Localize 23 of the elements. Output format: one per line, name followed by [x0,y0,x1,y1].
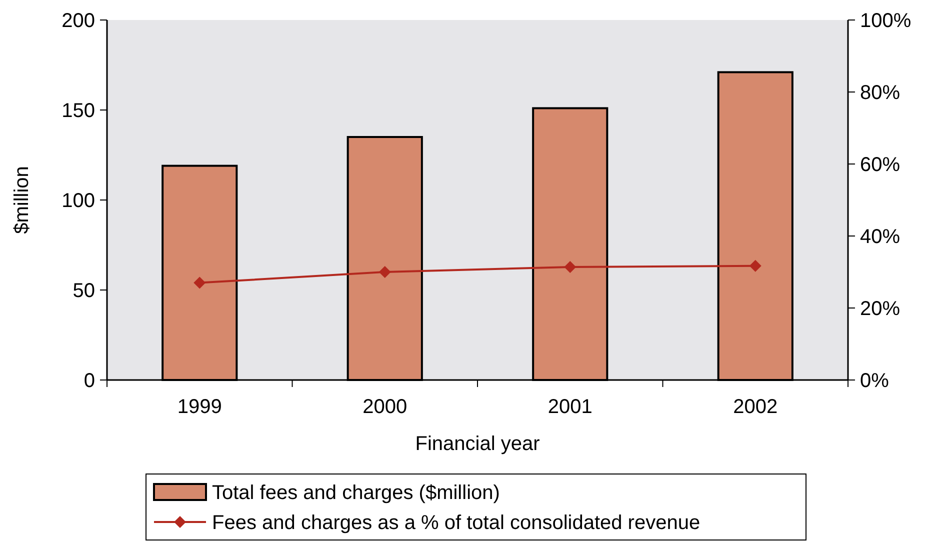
y-tick-label: 0 [84,370,95,392]
point [378,266,391,278]
y2-tick-label: 100% [860,10,912,32]
y2-tick-label: 60% [860,154,900,176]
legend-label: Total fees and charges ($million) [212,482,500,504]
y-tick-label: 200 [62,10,95,32]
point [194,276,206,289]
x-tick-label: 2000 [362,396,408,418]
y2-tick-label: 0% [860,370,890,392]
y-tick-label: 50 [72,280,95,302]
x-axis-title: Financial year [415,433,540,455]
y-tick-label: 150 [62,100,95,122]
x-tick-label: 2002 [733,396,778,418]
y-tick-label: 100 [62,190,95,212]
point [749,260,762,272]
x-tick-label: 1999 [177,396,222,418]
legend-label: Fees and charges as a % of total consolidated revenue [212,512,700,534]
y2-tick-label: 40% [860,226,900,248]
y-axis-title: $million [11,166,33,234]
y2-tick-label: 80% [860,82,900,104]
y2-tick-label: 20% [860,298,900,320]
x-tick-label: 2001 [548,396,592,418]
point [564,260,576,273]
